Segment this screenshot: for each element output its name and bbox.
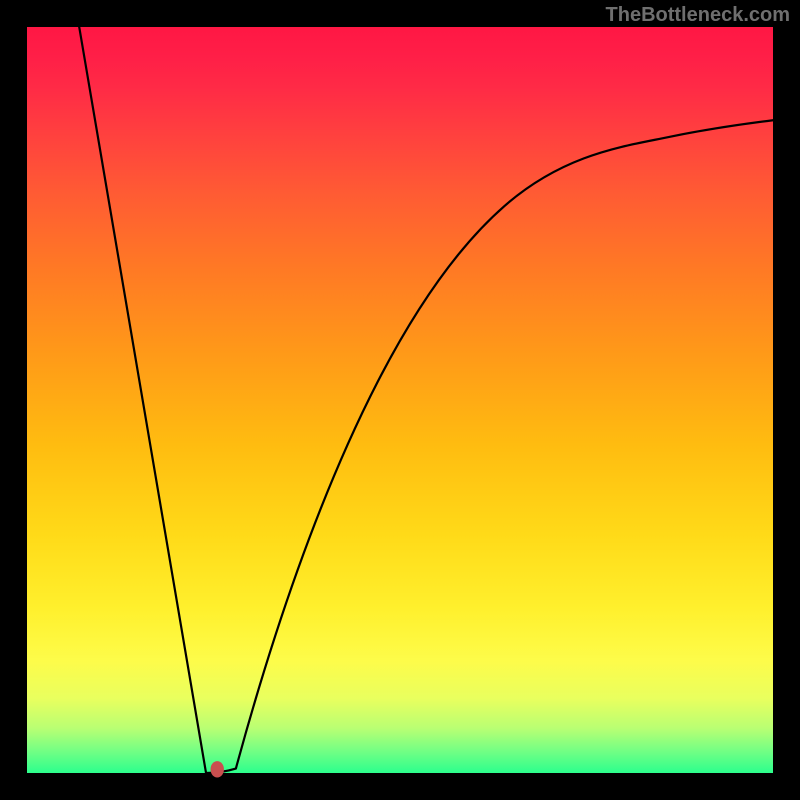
chart-svg (0, 0, 800, 800)
bottleneck-chart: TheBottleneck.com (0, 0, 800, 800)
minimum-marker (211, 761, 224, 777)
watermark-text: TheBottleneck.com (606, 4, 790, 27)
